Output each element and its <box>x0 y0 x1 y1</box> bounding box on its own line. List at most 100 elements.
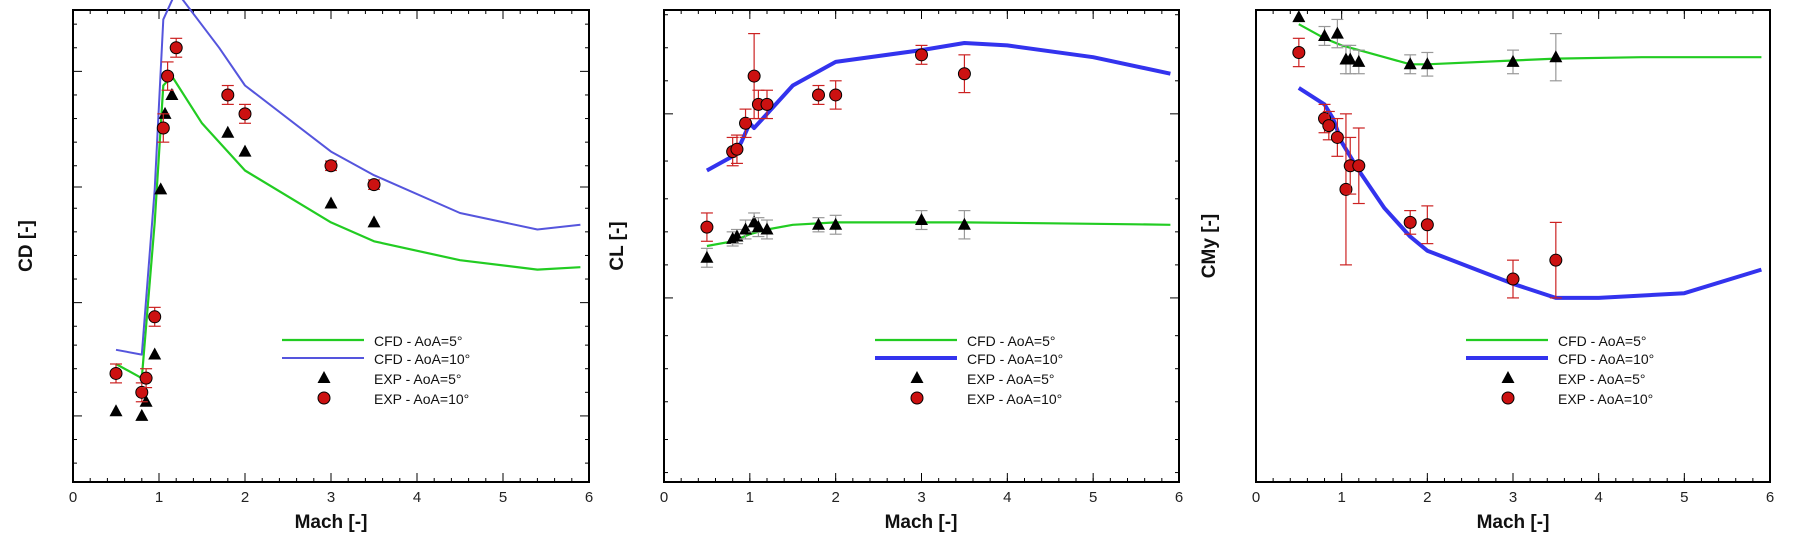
exp-aoa10-point-cmy <box>1352 159 1366 173</box>
legend-label-exp10-cd: EXP - AoA=10° <box>374 391 469 407</box>
x-tick-label-cmy: 4 <box>1594 489 1602 506</box>
exp-aoa10-point-cd <box>148 310 162 324</box>
x-tick-label-cl: 6 <box>1175 489 1183 506</box>
x-tick-label-cl: 0 <box>660 489 668 506</box>
exp-aoa10-point-cd <box>139 371 153 385</box>
exp-aoa5-point-cmy <box>1343 52 1357 65</box>
legend-label-cfd5-cd: CFD - AoA=5° <box>374 333 462 349</box>
exp-aoa5-point-cmy <box>1330 26 1344 39</box>
exp-aoa10-point-cl <box>700 220 714 234</box>
exp-aoa10-point-cd <box>161 69 175 83</box>
x-tick-label-cl: 2 <box>831 489 839 506</box>
exp-aoa10-point-cmy <box>1322 119 1336 133</box>
legend-label-exp5-cmy: EXP - AoA=5° <box>1558 371 1645 387</box>
legend-label-exp5-cl: EXP - AoA=5° <box>967 371 1054 387</box>
legend-label-cfd10-cd: CFD - AoA=10° <box>374 351 470 367</box>
x-tick-label-cmy: 3 <box>1509 489 1517 506</box>
exp-aoa5-point-cd <box>324 196 338 209</box>
plot-frame-cl <box>663 9 1180 483</box>
exp-aoa10-point-cd <box>156 121 170 135</box>
x-tick-label-cd: 0 <box>69 489 77 506</box>
x-tick-label-cmy: 2 <box>1423 489 1431 506</box>
exp-aoa10-point-cmy <box>1330 130 1344 144</box>
exp-aoa5-point-cmy <box>1549 50 1563 63</box>
exp-aoa10-point-cmy <box>1339 182 1353 196</box>
cfd-aoa5-line-cd <box>115 74 581 380</box>
exp-aoa5-point-cmy <box>1352 54 1366 67</box>
x-tick-label-cl: 1 <box>746 489 754 506</box>
cfd-aoa10-line-cmy <box>1297 86 1762 300</box>
exp-aoa5-point-cl <box>700 250 714 263</box>
exp-aoa10-point-cl <box>739 116 753 130</box>
exp-aoa5-point-cl <box>829 217 843 230</box>
exp-aoa10-point-cl <box>747 69 761 83</box>
exp-aoa5-point-cd <box>148 347 162 360</box>
exp-aoa10-point-cmy <box>1549 253 1563 267</box>
x-tick-label-cl: 4 <box>1003 489 1011 506</box>
exp-aoa5-point-cl <box>957 217 971 230</box>
x-tick-label-cd: 4 <box>413 489 421 506</box>
exp-aoa10-point-cd <box>324 159 338 173</box>
x-axis-title-cd: Mach [-] <box>295 512 368 533</box>
y-axis-title-cd: CD [-] <box>16 220 37 272</box>
legend-swatch-exp5-cd <box>317 371 331 383</box>
legend-swatch-exp10-cd <box>317 391 331 405</box>
x-tick-label-cd: 1 <box>155 489 163 506</box>
exp-aoa5-point-cd <box>367 215 381 228</box>
cfd-aoa5-line-cmy <box>1298 23 1762 66</box>
x-tick-label-cmy: 1 <box>1337 489 1345 506</box>
x-tick-label-cd: 3 <box>327 489 335 506</box>
exp-aoa5-point-cl <box>751 220 765 233</box>
legend-label-cfd10-cmy: CFD - AoA=10° <box>1558 351 1654 367</box>
legend-label-exp5-cd: EXP - AoA=5° <box>374 371 461 387</box>
legend-swatch-exp10-cl <box>910 391 924 405</box>
exp-aoa10-point-cl <box>915 48 928 62</box>
exp-aoa10-point-cd <box>135 385 149 399</box>
exp-aoa10-point-cmy <box>1292 45 1306 59</box>
y-axis-title-cl: CL [-] <box>607 221 628 270</box>
legend-label-cfd5-cl: CFD - AoA=5° <box>967 333 1055 349</box>
exp-aoa10-point-cd <box>221 88 235 102</box>
legend-label-cfd5-cmy: CFD - AoA=5° <box>1558 333 1646 349</box>
x-tick-label-cmy: 6 <box>1766 489 1774 506</box>
exp-aoa5-point-cd <box>154 182 168 195</box>
plot-frame-cmy <box>1255 9 1771 483</box>
exp-aoa10-point-cd <box>109 366 123 380</box>
exp-aoa5-point-cmy <box>1318 28 1332 41</box>
exp-aoa5-point-cd <box>139 394 153 407</box>
exp-aoa10-point-cd <box>169 41 183 55</box>
exp-aoa10-point-cl <box>957 67 971 81</box>
exp-aoa5-point-cmy <box>1506 54 1520 67</box>
exp-aoa10-point-cd <box>367 178 381 192</box>
exp-aoa10-point-cl <box>812 88 825 102</box>
exp-aoa5-point-cl <box>812 217 825 230</box>
exp-aoa5-point-cd <box>109 404 123 417</box>
x-tick-label-cmy: 5 <box>1680 489 1688 506</box>
x-tick-label-cd: 6 <box>585 489 593 506</box>
x-tick-label-cd: 5 <box>499 489 507 506</box>
exp-aoa10-point-cl <box>760 97 774 111</box>
legend-swatch-exp5-cl <box>910 371 924 383</box>
exp-aoa10-point-cmy <box>1403 215 1417 229</box>
x-tick-label-cl: 5 <box>1089 489 1097 506</box>
exp-aoa10-point-cmy <box>1420 218 1434 232</box>
x-tick-label-cmy: 0 <box>1252 489 1260 506</box>
legend-swatch-exp5-cmy <box>1501 371 1515 383</box>
exp-aoa5-point-cmy <box>1420 57 1434 70</box>
legend-label-cfd10-cl: CFD - AoA=10° <box>967 351 1063 367</box>
exp-aoa10-point-cmy <box>1506 272 1520 286</box>
exp-aoa10-point-cl <box>829 88 843 102</box>
exp-aoa5-point-cmy <box>1403 57 1417 70</box>
legend-label-exp10-cl: EXP - AoA=10° <box>967 391 1062 407</box>
exp-aoa10-point-cd <box>238 107 252 121</box>
exp-aoa5-point-cd <box>221 125 235 138</box>
legend-swatch-exp10-cmy <box>1501 391 1515 405</box>
exp-aoa5-point-cl <box>760 222 774 235</box>
x-axis-title-cl: Mach [-] <box>885 512 958 533</box>
exp-aoa5-point-cd <box>158 106 172 119</box>
y-axis-title-cmy: CMy [-] <box>1199 214 1220 278</box>
exp-aoa5-point-cd <box>135 408 149 421</box>
cfd-aoa10-line-cd <box>115 0 581 356</box>
